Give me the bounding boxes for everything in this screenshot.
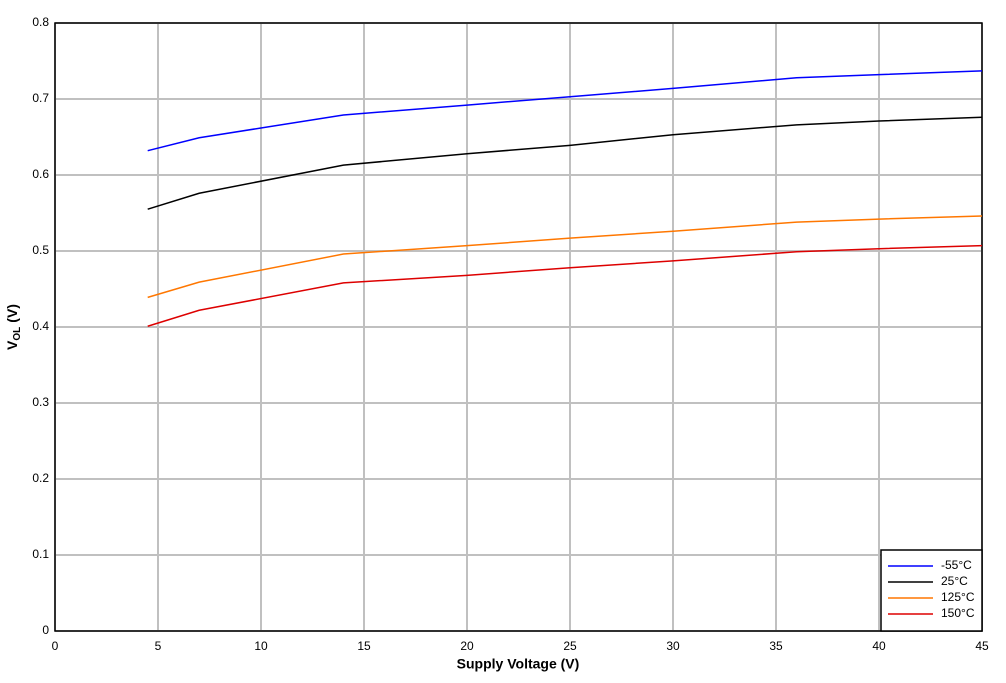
y-tick-label: 0.3 (32, 395, 49, 409)
y-tick-label: 0 (42, 623, 49, 637)
legend-box (880, 549, 983, 632)
line (147, 70, 983, 152)
line (147, 215, 983, 299)
y-axis-title-main: V (4, 340, 20, 350)
x-tick-label: 45 (975, 639, 989, 653)
y-axis-title: VOL (V) (4, 304, 23, 350)
y-tick-label: 0.5 (32, 243, 49, 257)
y-tick-label: 0.4 (32, 319, 49, 333)
legend-label: 150°C (941, 606, 975, 620)
y-tick-label: 0.8 (32, 15, 49, 29)
x-tick-label: 40 (872, 639, 886, 653)
legend: -55°C 25°C 125°C 150°C (880, 549, 983, 632)
x-tick-label: 5 (155, 639, 162, 653)
x-tick-label: 0 (52, 639, 59, 653)
y-tick-label: 0.7 (32, 91, 49, 105)
line (147, 116, 983, 210)
y-tick-label: 0.2 (32, 471, 49, 485)
x-axis-title: Supply Voltage (V) (457, 656, 580, 672)
x-tick-label: 10 (254, 639, 268, 653)
y-axis-title-unit: (V) (4, 304, 20, 323)
x-tick-label: 20 (460, 639, 474, 653)
y-tick-label: 0.6 (32, 167, 49, 181)
y-axis-title-sub: OL (12, 327, 23, 341)
x-tick-label: 35 (769, 639, 783, 653)
y-tick-label: 0.1 (32, 547, 49, 561)
line (147, 244, 983, 327)
x-tick-label: 25 (563, 639, 577, 653)
plot-border (54, 22, 983, 632)
legend-label: -55°C (941, 558, 972, 572)
legend-label: 125°C (941, 590, 975, 604)
x-tick-label: 30 (666, 639, 680, 653)
x-tick-label: 15 (357, 639, 371, 653)
legend-label: 25°C (941, 574, 968, 588)
